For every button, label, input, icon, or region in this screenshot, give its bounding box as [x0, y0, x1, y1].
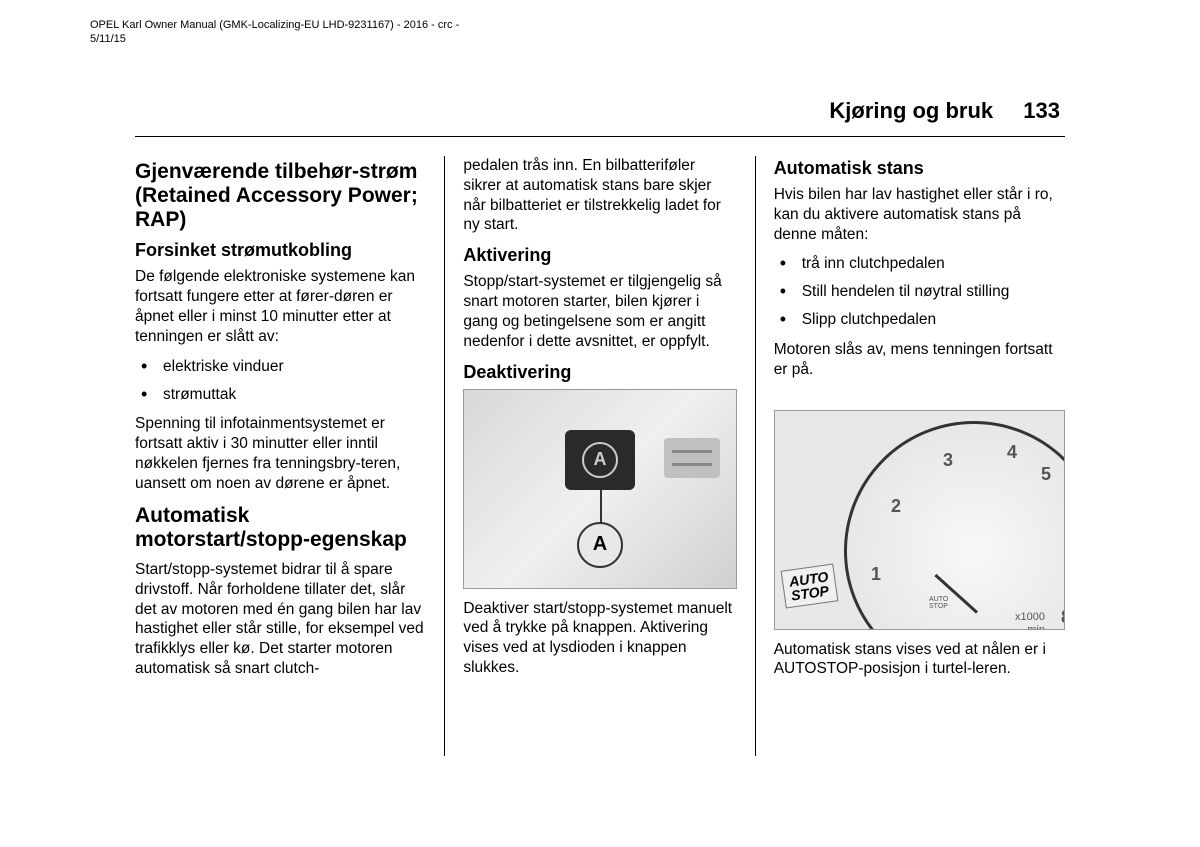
subheading-deactivation: Deaktivering [463, 362, 736, 383]
autostop-label: AUTO STOP [780, 563, 838, 608]
gauge-dial: 1 2 3 4 5 6 7 8 AUTO STOP x1000 min [844, 421, 1065, 630]
callout-button-icon: A [577, 522, 623, 568]
meta-line-2: 5/11/15 [90, 32, 459, 46]
heading-autostart: Automatisk motorstart/stopp-egenskap [135, 504, 426, 552]
meta-line-1: OPEL Karl Owner Manual (GMK-Localizing-E… [90, 18, 459, 32]
page-header: Kjøring og bruk 133 [829, 98, 1060, 124]
paragraph: Automatisk stans vises ved at nålen er i… [774, 640, 1065, 680]
paragraph: Hvis bilen har lav hastighet eller står … [774, 185, 1065, 244]
gauge-number: 8 [1061, 607, 1065, 628]
column-1: Gjenværende tilbehør-strøm (Retained Acc… [135, 156, 444, 756]
paragraph: Deaktiver start/stopp-systemet manuelt v… [463, 599, 736, 678]
paragraph: Stopp/start-systemet er tilgjengelig så … [463, 272, 736, 351]
figure-stopstart-button: A A [463, 389, 736, 589]
list-systems: elektriske vinduer strømuttak [135, 357, 426, 405]
subheading-autostop: Automatisk stans [774, 158, 1065, 179]
list-item: Slipp clutchpedalen [774, 310, 1065, 330]
subheading-delayed-power: Forsinket strømutkobling [135, 240, 426, 261]
gauge-number: 1 [871, 564, 881, 585]
page-number: 133 [1023, 98, 1060, 123]
section-title: Kjøring og bruk [829, 98, 993, 123]
gauge-number: 4 [1007, 442, 1017, 463]
gauge-unit: x1000 min [1015, 611, 1045, 629]
list-item: elektriske vinduer [135, 357, 426, 377]
paragraph: Start/stopp-systemet bidrar til å spare … [135, 560, 426, 679]
heading-rap: Gjenværende tilbehør-strøm (Retained Acc… [135, 160, 426, 232]
gauge-autostop-small: AUTO STOP [929, 596, 948, 610]
gauge-number: 5 [1041, 464, 1051, 485]
content-columns: Gjenværende tilbehør-strøm (Retained Acc… [135, 156, 1065, 756]
document-meta: OPEL Karl Owner Manual (GMK-Localizing-E… [90, 18, 459, 47]
header-divider [135, 136, 1065, 137]
column-2: pedalen trås inn. En bilbatteriføler sik… [445, 156, 754, 756]
paragraph: pedalen trås inn. En bilbatteriføler sik… [463, 156, 736, 235]
list-autostop-steps: trå inn clutchpedalen Still hendelen til… [774, 254, 1065, 329]
autostop-button-icon: A [582, 442, 618, 478]
gauge-number: 2 [891, 496, 901, 517]
figure-tachometer: 1 2 3 4 5 6 7 8 AUTO STOP x1000 min AUTO… [774, 410, 1065, 630]
paragraph: Motoren slås av, mens tenningen fortsatt… [774, 340, 1065, 380]
list-item: Still hendelen til nøytral stilling [774, 282, 1065, 302]
slider-control [664, 438, 720, 478]
paragraph: Spenning til infotainmentsystemet er for… [135, 414, 426, 493]
dashboard-button-panel: A [565, 430, 635, 490]
list-item: strømuttak [135, 385, 426, 405]
list-item: trå inn clutchpedalen [774, 254, 1065, 274]
column-3: Automatisk stans Hvis bilen har lav hast… [756, 156, 1065, 756]
gauge-number: 3 [943, 450, 953, 471]
subheading-activation: Aktivering [463, 245, 736, 266]
paragraph: De følgende elektroniske systemene kan f… [135, 267, 426, 346]
